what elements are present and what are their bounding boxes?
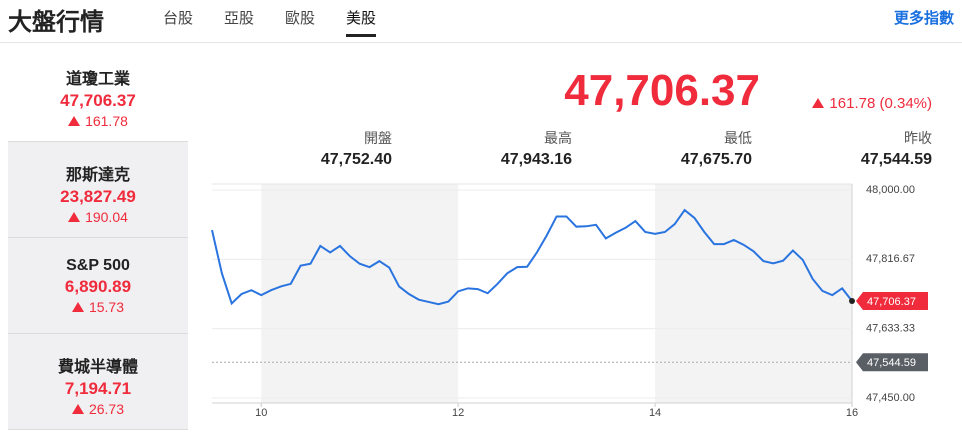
change-text: 161.78 (0.34%) <box>829 95 932 112</box>
index-change-text: 161.78 <box>85 113 128 129</box>
reference-tag <box>856 353 928 372</box>
stat-value: 47,675.70 <box>680 151 752 168</box>
stat-label: 最低 <box>724 130 752 146</box>
stat-label: 昨收 <box>904 130 932 146</box>
index-name: S&P 500 <box>66 257 130 274</box>
index-change-text: 190.04 <box>85 209 128 225</box>
page-title: 大盤行情 <box>8 9 104 36</box>
stat-label: 最高 <box>544 130 572 146</box>
tab[interactable]: 歐股 <box>285 10 316 27</box>
up-arrow <box>68 212 81 222</box>
tab[interactable]: 美股 <box>346 7 377 37</box>
stat: 最高 47,943.16 <box>402 128 572 169</box>
session-band <box>261 184 459 403</box>
tab[interactable]: 台股 <box>163 10 194 27</box>
index-value: 23,827.49 <box>60 187 136 206</box>
stat-value: 47,752.40 <box>320 151 392 168</box>
divider <box>0 42 962 43</box>
stat: 最低 47,675.70 <box>582 128 752 169</box>
stat-label: 開盤 <box>364 130 392 146</box>
index-change: 161.78 <box>8 113 188 129</box>
index-change-text: 15.73 <box>88 299 125 315</box>
up-arrow <box>71 404 84 414</box>
change: 161.78 (0.34%) <box>812 95 932 112</box>
tab[interactable]: 亞股 <box>224 10 255 27</box>
last-label: 47,706.37 <box>867 296 916 308</box>
price-line <box>211 208 853 306</box>
x-tick-label: 12 <box>452 407 464 419</box>
stat: 昨收 47,544.59 <box>762 128 932 169</box>
x-tick-label: 10 <box>255 407 267 419</box>
stat: 開盤 47,752.40 <box>222 128 392 169</box>
index-name: 費城半導體 <box>57 359 138 376</box>
y-tick-label: 47,633.33 <box>866 323 915 335</box>
index-change: 190.04 <box>8 209 188 225</box>
index-change: 26.73 <box>8 401 188 417</box>
stat-value: 47,544.59 <box>860 151 932 168</box>
index-name: 道瓊工業 <box>65 71 130 88</box>
x-tick-label: 14 <box>649 407 661 419</box>
index-item[interactable]: 那斯達克 23,827.49 190.04 <box>8 142 188 238</box>
y-tick-label: 47,450.00 <box>866 392 915 404</box>
up-arrow <box>71 302 84 312</box>
index-name: 那斯達克 <box>65 167 130 184</box>
last-dot <box>849 298 855 305</box>
more-link[interactable]: 更多指數 <box>893 10 954 27</box>
y-tick-label: 47,816.67 <box>866 253 915 265</box>
reference-label: 47,544.59 <box>867 357 916 369</box>
price: 47,706.37 <box>564 66 760 115</box>
stat-value: 47,943.16 <box>500 151 572 168</box>
index-change: 15.73 <box>8 299 188 315</box>
index-item[interactable]: 道瓊工業 47,706.37 161.78 <box>8 46 188 142</box>
up-arrow <box>68 116 81 126</box>
index-item[interactable]: 費城半導體 7,194.71 26.73 <box>8 334 188 430</box>
index-value: 47,706.37 <box>60 91 136 110</box>
index-value: 7,194.71 <box>64 379 132 398</box>
index-value: 6,890.89 <box>64 277 132 296</box>
last-tag <box>856 292 928 311</box>
index-item[interactable]: S&P 500 6,890.89 15.73 <box>8 238 188 334</box>
index-change-text: 26.73 <box>88 401 125 417</box>
x-tick-label: 16 <box>846 407 858 419</box>
y-tick-label: 48,000.00 <box>866 184 915 196</box>
session-band <box>655 184 852 403</box>
